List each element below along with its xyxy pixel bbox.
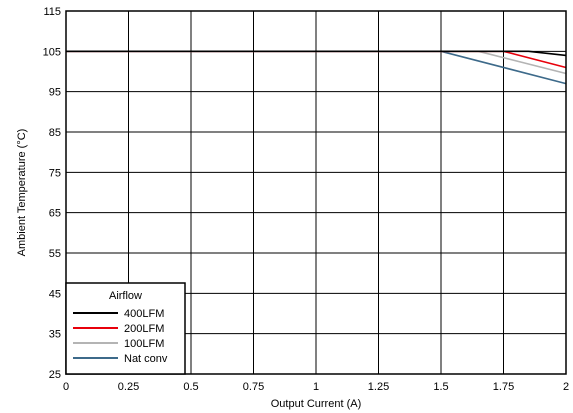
- legend-title: Airflow: [109, 290, 142, 302]
- x-tick-label: 1: [313, 381, 319, 393]
- legend-label: 400LFM: [124, 308, 164, 320]
- y-tick-label: 55: [49, 248, 61, 260]
- y-tick-label: 45: [49, 288, 61, 300]
- y-tick-label: 85: [49, 127, 61, 139]
- y-axis-title: Ambient Temperature (°C): [16, 129, 28, 257]
- x-tick-label: 0.75: [243, 381, 264, 393]
- x-tick-label: 1.75: [493, 381, 514, 393]
- x-tick-label: 1.25: [368, 381, 389, 393]
- y-tick-label: 35: [49, 329, 61, 341]
- x-tick-label: 2: [563, 381, 569, 393]
- legend-label: 100LFM: [124, 338, 164, 350]
- legend-items: 400LFM 200LFM 100LFM Nat conv: [73, 308, 168, 365]
- y-tick-label: 105: [43, 46, 61, 58]
- x-tick-label: 0.5: [183, 381, 198, 393]
- y-tick-label: 115: [43, 6, 61, 18]
- y-tick-labels: 25 35 45 55 65 75 85 95 105 115: [43, 6, 61, 381]
- series-layer: [66, 50, 567, 85]
- x-tick-labels: 0 0.25 0.5 0.75 1 1.25 1.5 1.75 2: [63, 381, 569, 393]
- x-tick-label: 0.25: [118, 381, 139, 393]
- plot-frame: [65, 10, 567, 375]
- y-tick-label: 75: [49, 167, 61, 179]
- legend: Airflow 400LFM 200LFM 100LFM Nat conv: [65, 282, 186, 375]
- legend-label: 200LFM: [124, 323, 164, 335]
- y-tick-label: 65: [49, 208, 61, 220]
- x-tick-label: 0: [63, 381, 69, 393]
- legend-label: Nat conv: [124, 353, 168, 365]
- series-line-400lfm: [66, 50, 567, 57]
- x-axis-title: Output Current (A): [271, 398, 361, 410]
- y-tick-label: 95: [49, 87, 61, 99]
- y-tick-label: 25: [49, 369, 61, 381]
- x-tick-label: 1.5: [433, 381, 448, 393]
